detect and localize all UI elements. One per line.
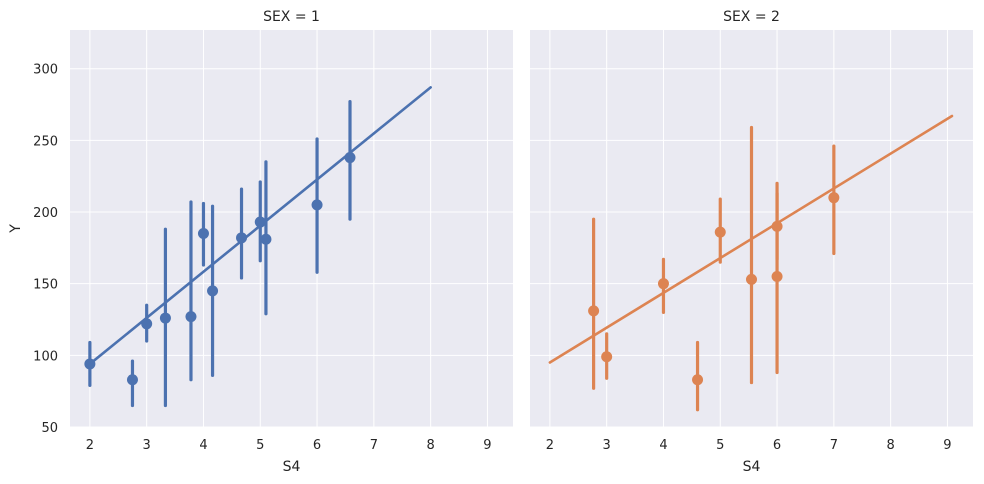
data-point xyxy=(254,216,266,228)
x-axis-label: S4 xyxy=(283,459,301,475)
panel-title: SEX = 1 xyxy=(263,9,320,25)
panel-background-1 xyxy=(70,30,513,427)
panel-title: SEX = 2 xyxy=(723,9,780,25)
data-point xyxy=(601,351,613,363)
data-point xyxy=(692,374,704,386)
data-point xyxy=(771,220,783,232)
data-point xyxy=(207,285,219,297)
x-tick-label: 4 xyxy=(199,438,207,453)
x-tick-label: 2 xyxy=(86,438,94,453)
data-point xyxy=(236,232,248,244)
data-point xyxy=(714,226,726,238)
y-tick-label: 100 xyxy=(33,349,58,364)
x-tick-label: 6 xyxy=(313,438,321,453)
data-point xyxy=(159,312,171,324)
x-tick-label: 9 xyxy=(483,438,491,453)
y-tick-label: 250 xyxy=(33,134,58,149)
x-axis-label: S4 xyxy=(743,459,761,475)
data-point xyxy=(185,311,197,323)
x-tick-label: 5 xyxy=(716,438,724,453)
x-tick-label: 7 xyxy=(370,438,378,453)
data-point xyxy=(311,199,323,211)
x-tick-label: 8 xyxy=(887,438,895,453)
data-point xyxy=(657,278,669,290)
x-tick-label: 5 xyxy=(256,438,264,453)
y-axis-label: Y xyxy=(8,224,24,234)
data-point xyxy=(771,271,783,283)
x-tick-label: 7 xyxy=(830,438,838,453)
data-point xyxy=(84,358,96,370)
data-point xyxy=(141,318,153,330)
x-tick-label: 3 xyxy=(143,438,151,453)
x-tick-label: 8 xyxy=(427,438,435,453)
y-tick-label: 200 xyxy=(33,206,58,221)
y-tick-label: 50 xyxy=(41,421,58,436)
data-point xyxy=(126,374,138,386)
y-tick-label: 300 xyxy=(33,63,58,78)
data-point xyxy=(260,233,272,245)
data-point xyxy=(746,273,757,285)
data-point xyxy=(828,192,840,204)
data-point xyxy=(344,152,356,164)
data-point xyxy=(588,305,600,317)
x-tick-label: 2 xyxy=(546,438,554,453)
x-tick-label: 4 xyxy=(659,438,667,453)
x-tick-label: 3 xyxy=(603,438,611,453)
y-tick-label: 150 xyxy=(33,278,58,293)
data-point xyxy=(197,228,209,240)
x-tick-label: 6 xyxy=(773,438,781,453)
x-tick-label: 9 xyxy=(943,438,951,453)
